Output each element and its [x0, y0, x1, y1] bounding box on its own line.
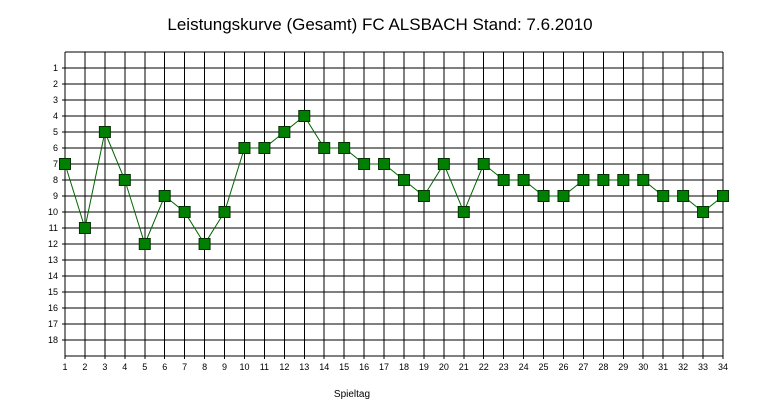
- x-tick-label: 26: [558, 362, 568, 372]
- y-tick-label: 2: [53, 79, 58, 89]
- y-tick-label: 18: [48, 335, 58, 345]
- y-tick-label: 13: [48, 255, 58, 265]
- x-tick-label: 21: [459, 362, 469, 372]
- y-tick-label: 5: [53, 127, 58, 137]
- data-point: [118, 174, 131, 186]
- data-point: [318, 142, 331, 154]
- y-tick-label: 4: [53, 111, 58, 121]
- x-tick-label: 15: [339, 362, 349, 372]
- data-point: [278, 126, 291, 138]
- data-point: [258, 142, 271, 154]
- series-markers: [59, 110, 729, 250]
- data-point: [517, 174, 530, 186]
- grid: [64, 51, 724, 357]
- x-tick-label: 1: [62, 362, 67, 372]
- data-point: [98, 126, 111, 138]
- x-tick-label: 10: [239, 362, 249, 372]
- x-tick-label: 31: [658, 362, 668, 372]
- data-point: [238, 142, 251, 154]
- y-tick-label: 10: [48, 207, 58, 217]
- x-tick-label: 11: [260, 362, 269, 372]
- data-point: [437, 158, 450, 170]
- y-tick-label: 8: [53, 175, 58, 185]
- data-point: [178, 206, 191, 218]
- y-tick-label: 1: [53, 63, 58, 73]
- y-tick-label: 12: [48, 239, 58, 249]
- x-tick-label: 12: [279, 362, 289, 372]
- data-point: [218, 206, 231, 218]
- data-point: [657, 190, 670, 202]
- data-point: [717, 190, 729, 202]
- x-tick-label: 13: [299, 362, 309, 372]
- x-tick-label: 5: [142, 362, 147, 372]
- x-tick-label: 23: [499, 362, 509, 372]
- x-tick-label: 7: [182, 362, 187, 372]
- x-tick-label: 25: [539, 362, 549, 372]
- data-point: [338, 142, 351, 154]
- y-tick-label: 16: [48, 303, 58, 313]
- x-tick-label: 19: [419, 362, 429, 372]
- data-point: [158, 190, 171, 202]
- x-tick-label: 8: [202, 362, 207, 372]
- data-point: [477, 158, 490, 170]
- y-tick-label: 14: [48, 271, 58, 281]
- x-tick-label: 33: [698, 362, 708, 372]
- x-tick-label: 20: [439, 362, 449, 372]
- data-point: [537, 190, 550, 202]
- data-point: [557, 190, 570, 202]
- data-point: [138, 238, 151, 250]
- x-tick-label: 27: [578, 362, 588, 372]
- x-tick-label: 9: [222, 362, 227, 372]
- series-line: [64, 115, 724, 246]
- x-tick-label: 22: [479, 362, 489, 372]
- y-tick-label: 3: [53, 95, 58, 105]
- data-point: [457, 206, 470, 218]
- x-tick-label: 17: [379, 362, 389, 372]
- data-point: [617, 174, 630, 186]
- data-point: [417, 190, 430, 202]
- x-axis-label: Spieltag: [334, 389, 370, 400]
- x-tick-label: 14: [319, 362, 329, 372]
- data-point: [378, 158, 391, 170]
- data-point: [597, 174, 610, 186]
- data-point: [298, 110, 311, 122]
- y-tick-label: 15: [48, 287, 58, 297]
- x-tick-label: 3: [102, 362, 107, 372]
- data-point: [397, 174, 410, 186]
- data-point: [198, 238, 211, 250]
- x-tick-label: 28: [598, 362, 608, 372]
- y-tick-label: 7: [53, 159, 58, 169]
- x-tick-label: 16: [359, 362, 369, 372]
- x-tick-label: 24: [519, 362, 529, 372]
- data-point: [697, 206, 710, 218]
- y-tick-label: 17: [48, 319, 58, 329]
- y-tick-label: 6: [53, 143, 58, 153]
- x-tick-label: 2: [82, 362, 87, 372]
- x-tick-label: 18: [399, 362, 409, 372]
- x-tick-label: 32: [678, 362, 688, 372]
- series-polyline: [64, 115, 724, 246]
- x-tick-label: 4: [122, 362, 127, 372]
- x-tick-label: 34: [718, 362, 728, 372]
- x-axis-ticks: 1 2 3 4 5 6 7 8 9 10 11 12 13 14 15 16 17 18 19 20 21 22 23 24 2…: [62, 356, 728, 372]
- y-tick-label: 9: [53, 191, 58, 201]
- x-tick-label: 6: [162, 362, 167, 372]
- data-point: [358, 158, 371, 170]
- data-point: [59, 158, 71, 170]
- data-point: [677, 190, 690, 202]
- data-point: [78, 222, 91, 234]
- x-tick-label: 30: [638, 362, 648, 372]
- chart-title: Leistungskurve (Gesamt) FC ALSBACH Stand…: [167, 15, 592, 34]
- y-tick-label: 11: [49, 223, 58, 233]
- data-point: [637, 174, 650, 186]
- data-point: [577, 174, 590, 186]
- data-point: [497, 174, 510, 186]
- x-tick-label: 29: [618, 362, 628, 372]
